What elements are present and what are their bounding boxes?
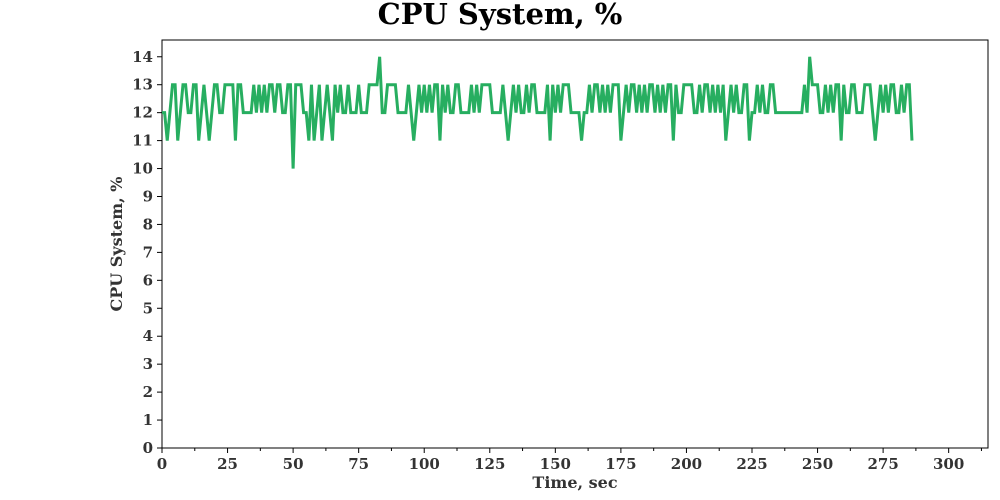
y-tick-label: 5 — [143, 299, 153, 317]
chart-title: CPU System, % — [378, 0, 623, 31]
x-tick-label: 250 — [802, 455, 833, 473]
x-tick-label: 225 — [736, 455, 767, 473]
x-tick-label: 200 — [671, 455, 702, 473]
y-tick-label: 13 — [132, 76, 153, 94]
y-tick-label: 2 — [143, 383, 153, 401]
x-axis: 0 25 50 75 100 125 150 175 200 225 250 275 300 — [157, 448, 982, 473]
y-tick-label: 9 — [143, 187, 153, 205]
series-group — [162, 56, 914, 169]
x-tick-label: 300 — [933, 455, 964, 473]
y-tick-label: 8 — [143, 215, 153, 233]
series-line — [162, 56, 914, 169]
x-tick-label: 0 — [157, 455, 167, 473]
x-tick-label: 125 — [474, 455, 505, 473]
y-tick-label: 4 — [143, 327, 153, 345]
y-tick-label: 10 — [132, 160, 153, 178]
x-axis-label: Time, sec — [532, 473, 617, 492]
x-tick-label: 50 — [283, 455, 304, 473]
y-tick-label: 1 — [143, 411, 153, 429]
y-tick-label: 7 — [143, 243, 153, 261]
y-tick-label: 6 — [143, 271, 153, 289]
y-tick-label: 14 — [132, 48, 153, 66]
x-tick-label: 175 — [605, 455, 636, 473]
x-tick-label: 150 — [540, 455, 571, 473]
x-tick-label: 75 — [348, 455, 369, 473]
x-tick-label: 100 — [409, 455, 440, 473]
x-tick-label: 25 — [217, 455, 238, 473]
x-tick-label: 275 — [867, 455, 898, 473]
y-tick-label: 11 — [132, 132, 153, 150]
y-tick-label: 3 — [143, 355, 153, 373]
y-tick-label: 12 — [132, 104, 153, 122]
y-tick-label: 0 — [143, 439, 153, 457]
y-axis-label: CPU System, % — [107, 177, 126, 312]
